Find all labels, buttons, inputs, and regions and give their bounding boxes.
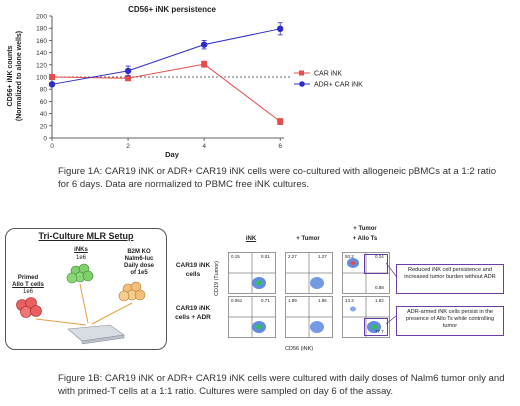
col-head-tumor: + Tumor — [296, 236, 320, 242]
y-tick-label: 100 — [36, 75, 47, 82]
x-tick-label: 0 — [50, 143, 54, 150]
col-head-allo-2: + Allo Ts — [352, 236, 378, 242]
data-point — [124, 67, 132, 75]
y-axis-label-sub: (Normalized to alone wells) — [16, 31, 23, 121]
flow-plot — [286, 253, 332, 293]
flow-panel-r2c2: 1.89 1.86 — [285, 296, 333, 338]
series-0 — [49, 60, 284, 125]
y-tick-label: 0 — [43, 136, 47, 143]
flow-x-axis-label: CD56 (iNK) — [285, 346, 314, 352]
data-point — [277, 118, 284, 125]
flow-plot — [229, 253, 275, 293]
row-label-2b: cells + ADR — [175, 314, 211, 321]
y-tick-label: 120 — [36, 62, 47, 69]
row-label-1a: CAR19 iNK — [175, 262, 211, 269]
flow-value: 0.15 — [231, 254, 240, 259]
axes: 0 20 40 60 80 100 120 140 160 180 200 0 2 4 6 — [36, 14, 284, 150]
flow-value: 93.2 — [345, 254, 354, 259]
y-tick-label: 140 — [36, 50, 47, 57]
setup-illustration — [16, 263, 146, 345]
legend-label: ADR+ CAR iNK — [314, 82, 363, 89]
data-point — [49, 74, 55, 80]
flow-value: 0.01 — [261, 254, 270, 259]
flow-value: 2.27 — [288, 254, 297, 259]
flow-plot — [229, 297, 275, 337]
flow-value: 0.88 — [375, 285, 384, 290]
flow-panel-r1c1: 0.15 0.01 — [228, 252, 276, 294]
y-tick-label: 80 — [40, 87, 48, 94]
row-label-2a: CAR19 iNK — [175, 305, 211, 312]
col-head-ink: iNK — [245, 236, 257, 242]
tumor-label-1: B2M KO — [127, 249, 151, 255]
legend-label: CAR iNK — [314, 71, 342, 78]
x-tick-label: 2 — [126, 143, 130, 150]
tri-culture-setup-panel: Tri-Culture MLR Setup — [5, 228, 167, 350]
x-axis-label: Day — [165, 150, 180, 159]
x-tick-label: 4 — [202, 143, 206, 150]
y-axis-label: CD56+ iNK counts — [7, 45, 14, 106]
flow-value: 1.86 — [318, 298, 327, 303]
well-plate-icon — [67, 324, 125, 345]
flow-y-axis-label: CD19 (Tumor) — [214, 261, 220, 296]
setup-title: Tri-Culture MLR Setup — [38, 231, 134, 241]
t-cells-icon — [16, 297, 42, 318]
legend-marker — [299, 70, 304, 76]
data-point — [48, 81, 56, 88]
tumor-cells-icon — [118, 281, 146, 302]
y-tick-label: 180 — [36, 26, 47, 33]
y-tick-label: 20 — [40, 123, 48, 130]
x-tick-label: 6 — [278, 143, 282, 150]
y-tick-label: 40 — [40, 111, 48, 118]
data-point — [125, 75, 132, 82]
flow-plot — [286, 297, 332, 337]
row-label-1b: cells — [185, 271, 201, 278]
arrows — [35, 283, 133, 326]
flow-value: 0.71 — [261, 298, 270, 303]
tumor-label-2: Nalm6-luc — [124, 256, 154, 262]
series-line — [51, 28, 281, 85]
flow-panel-r2c3: 13.2 1.82 77.7 — [342, 296, 390, 338]
figure-1a-caption: Figure 1A: CAR19 iNK or ADR+ CAR19 iNK c… — [58, 166, 497, 190]
tcells-count: 1e6 — [22, 289, 33, 295]
series-layer — [48, 22, 284, 125]
figure-1b-caption: Figure 1B: CAR19 iNK or ADR+ CAR19 iNK c… — [58, 373, 505, 397]
data-point — [200, 41, 208, 48]
flow-value: 1.27 — [318, 254, 327, 259]
flow-plot — [343, 297, 389, 337]
highlight-box-1 — [364, 254, 388, 274]
tumor-label-4: of 1e5 — [130, 270, 148, 276]
flow-value: 77.7 — [375, 329, 384, 334]
y-tick-label: 200 — [36, 14, 47, 21]
y-tick-label: 160 — [36, 38, 47, 45]
inks-count: 1e6 — [75, 255, 86, 261]
data-point — [201, 61, 208, 68]
connector-lines — [386, 262, 396, 325]
highlight-box-2 — [364, 318, 388, 336]
tcells-label-2: Allo T cells — [12, 282, 44, 288]
flow-value: 0.061 — [231, 298, 243, 303]
col-head-allo-1: + Tumor — [353, 226, 377, 232]
flow-value: 13.2 — [345, 298, 354, 303]
ink-cells-icon — [66, 263, 94, 284]
inks-label: iNKs — [74, 247, 88, 253]
tcells-label-1: Primed — [17, 275, 39, 281]
chart-title: CD56+ iNK persistence — [128, 5, 216, 14]
flow-value: 1.82 — [375, 298, 384, 303]
flow-panel-r2c1: 0.061 0.71 — [228, 296, 276, 338]
flow-value: 1.89 — [288, 298, 297, 303]
flow-panel-r1c2: 2.27 1.27 — [285, 252, 333, 294]
legend-marker — [299, 81, 305, 87]
note-adr-persistence: ADR-armed iNK cells persist in the prese… — [396, 306, 504, 336]
data-point — [276, 25, 284, 33]
series-1 — [48, 22, 284, 88]
legend: CAR iNK ADR+ CAR iNK — [294, 70, 363, 89]
series-line — [51, 63, 281, 122]
tumor-label-3: Daily dose — [123, 263, 154, 269]
note-reduced-persistence: Reduced iNK cell persistence and increas… — [396, 264, 504, 294]
y-tick-label: 60 — [40, 99, 48, 106]
persistence-line-chart: CD56+ iNK persistence CD56+ iNK counts (… — [7, 5, 363, 159]
flow-value: 0.24 — [375, 254, 384, 259]
